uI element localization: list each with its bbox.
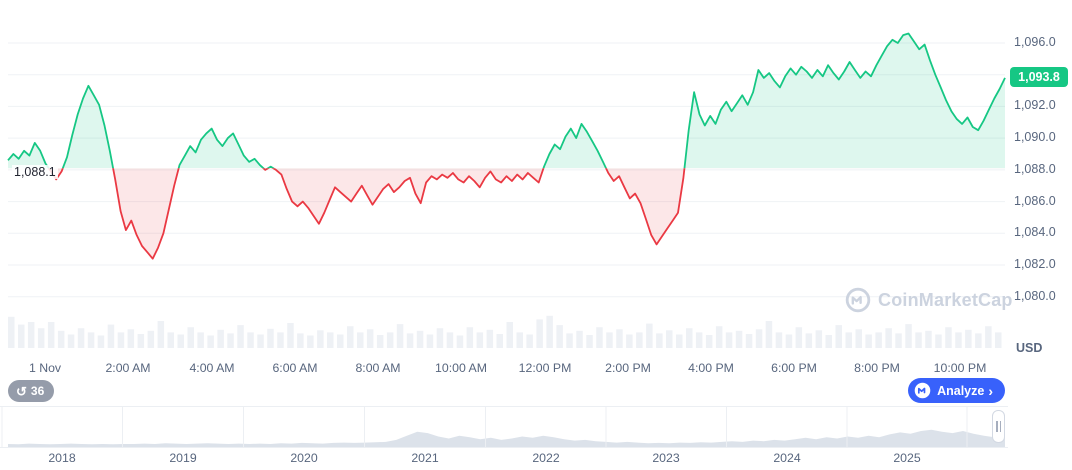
y-axis-label: 1,090.0 xyxy=(1014,130,1056,144)
chart-area: 1,088.1 CoinMarketCap xyxy=(0,0,1012,356)
chevron-right-icon: › xyxy=(988,382,993,399)
x-axis-label: 8:00 PM xyxy=(854,361,900,375)
year-axis-label: 2024 xyxy=(773,451,801,465)
y-axis-label: 1,092.0 xyxy=(1014,98,1056,112)
y-axis: 1,093.8 USD 1,096.01,094.01,092.01,090.0… xyxy=(1008,0,1072,356)
analyze-button[interactable]: Analyze › xyxy=(908,378,1005,403)
y-axis-label: 1,088.0 xyxy=(1014,162,1056,176)
x-axis: 1 Nov 2:00 AM 4:00 AM 6:00 AM 8:00 AM 10:00 A… xyxy=(0,356,1008,378)
x-axis-label: 10:00 PM xyxy=(933,361,987,375)
navigator-chart-svg[interactable] xyxy=(0,406,1008,448)
x-axis-label: 8:00 AM xyxy=(355,361,401,375)
open-price-label: 1,088.1 xyxy=(12,165,58,179)
y-axis-label: 1,082.0 xyxy=(1014,257,1056,271)
coinmarketcap-logo-icon xyxy=(914,382,931,399)
year-axis-label: 2022 xyxy=(532,451,560,465)
year-axis-label: 2018 xyxy=(48,451,76,465)
y-axis-label: 1,086.0 xyxy=(1014,194,1056,208)
year-axis-label: 2020 xyxy=(290,451,318,465)
x-axis-label: 2:00 PM xyxy=(605,361,651,375)
price-chart-svg[interactable] xyxy=(0,0,1008,356)
coinmarketcap-logo-icon xyxy=(845,287,871,313)
currency-label: USD xyxy=(1016,341,1043,355)
year-axis: 2018 2019 2020 2021 2022 2023 2024 2025 xyxy=(0,449,1008,467)
year-axis-label: 2019 xyxy=(169,451,197,465)
year-axis-label: 2021 xyxy=(411,451,439,465)
x-axis-label: 4:00 PM xyxy=(688,361,734,375)
x-axis-label: 10:00 AM xyxy=(435,361,487,375)
x-axis-label: 4:00 AM xyxy=(189,361,235,375)
x-axis-label: 6:00 AM xyxy=(272,361,318,375)
history-button[interactable]: ↺ 36 xyxy=(8,380,55,402)
history-count: 36 xyxy=(30,384,45,398)
x-axis-label: 2:00 AM xyxy=(105,361,151,375)
coinmarketcap-watermark: CoinMarketCap xyxy=(845,287,1013,313)
y-axis-label: 1,084.0 xyxy=(1014,225,1056,239)
y-axis-label: 1,080.0 xyxy=(1014,289,1056,303)
x-axis-label: 12:00 PM xyxy=(518,361,572,375)
year-axis-label: 2025 xyxy=(893,451,921,465)
year-axis-label: 2023 xyxy=(652,451,680,465)
x-axis-label: 1 Nov xyxy=(28,361,62,375)
watermark-text: CoinMarketCap xyxy=(878,289,1013,310)
history-icon: ↺ xyxy=(16,383,27,399)
x-axis-label: 6:00 PM xyxy=(771,361,817,375)
timeline-navigator[interactable] xyxy=(0,406,1008,448)
current-price-badge: 1,093.8 xyxy=(1010,67,1068,87)
analyze-label: Analyze xyxy=(937,383,985,398)
navigator-resize-handle[interactable] xyxy=(992,410,1005,443)
y-axis-label: 1,096.0 xyxy=(1014,35,1056,49)
